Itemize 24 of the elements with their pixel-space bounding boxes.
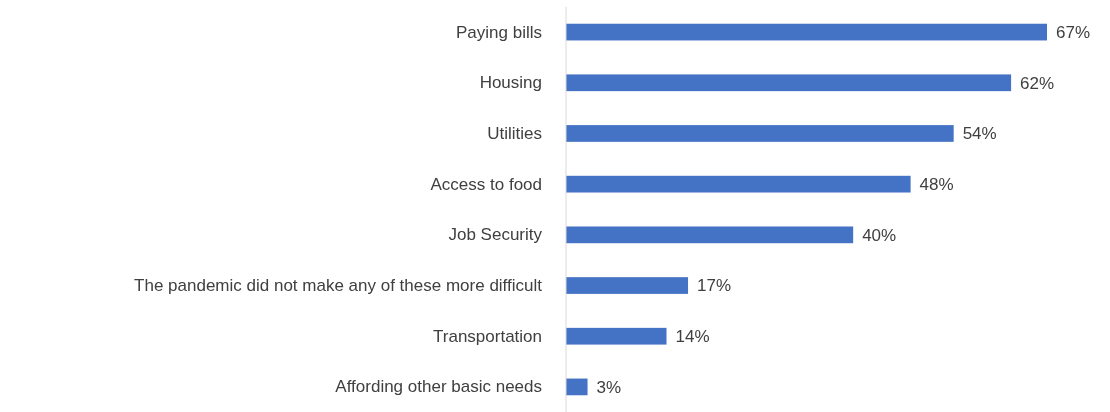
- bar: [566, 125, 954, 142]
- data-label: 67%: [1056, 23, 1091, 43]
- data-label: 14%: [675, 327, 710, 347]
- y-tick-label: Utilities: [487, 123, 542, 143]
- bar: [566, 378, 588, 396]
- data-label: 17%: [697, 276, 732, 296]
- bar: [566, 74, 1012, 92]
- bar: [566, 226, 854, 244]
- data-label: 3%: [596, 377, 622, 397]
- data-label: 48%: [919, 175, 954, 195]
- y-tick-label: Job Security: [448, 225, 543, 245]
- bar: [566, 23, 1047, 41]
- data-label: 62%: [1020, 73, 1055, 93]
- y-tick-label: Housing: [479, 73, 542, 93]
- y-tick-label: Transportation: [433, 326, 542, 346]
- bar: [566, 175, 911, 193]
- bar: [566, 277, 689, 294]
- data-label: 40%: [862, 225, 897, 245]
- y-tick-label: The pandemic did not make any of these more difficult: [134, 275, 543, 295]
- y-tick-label: Affording other basic needs: [335, 377, 542, 397]
- y-tick-label: Access to food: [430, 174, 542, 194]
- data-label: 54%: [962, 124, 997, 144]
- y-tick-label: Paying bills: [456, 22, 542, 42]
- bar: [566, 327, 667, 345]
